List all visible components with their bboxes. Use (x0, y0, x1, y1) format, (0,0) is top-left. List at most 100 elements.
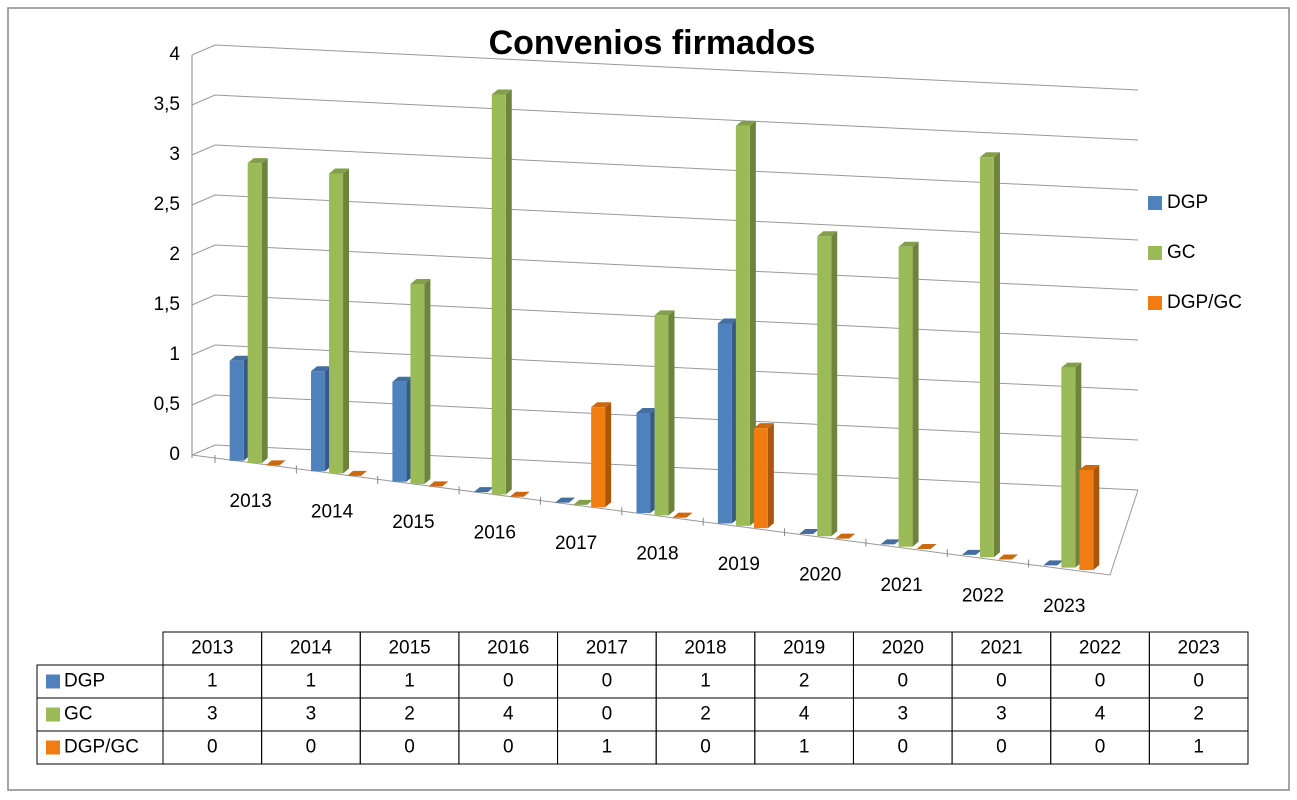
bar (636, 408, 657, 514)
x-tick-label: 2020 (799, 564, 841, 585)
y-tick-label: 0,5 (154, 394, 180, 415)
bar (979, 152, 1000, 558)
bar-face (247, 158, 268, 164)
bar-face (1079, 464, 1100, 470)
bar-face (573, 499, 594, 505)
table-value: 0 (1095, 737, 1106, 758)
table-value: 0 (1095, 671, 1106, 692)
legend-swatch (1148, 196, 1162, 210)
legend-label: DGP (1167, 192, 1208, 213)
bar-face (1043, 560, 1064, 566)
table-value: 1 (700, 671, 711, 692)
bar (916, 544, 937, 550)
table-value: 3 (996, 704, 1007, 725)
grid-line (191, 44, 1139, 91)
table-row-label: DGP (64, 671, 105, 692)
bar-face (410, 279, 431, 285)
bar-face (835, 533, 856, 539)
y-tick-label: 2 (169, 244, 180, 265)
bar-face (799, 528, 820, 534)
legend-label: GC (1167, 242, 1196, 263)
bar-face (428, 481, 449, 487)
bar (247, 158, 268, 464)
bar-face (329, 173, 344, 474)
table-value: 0 (503, 671, 514, 692)
table-value: 2 (799, 671, 810, 692)
bar-face (672, 512, 693, 518)
bar-face (912, 241, 919, 547)
bar-face (753, 428, 768, 529)
table-value: 4 (799, 704, 810, 725)
table-value: 1 (207, 671, 218, 692)
bar-face (605, 402, 612, 508)
bar-face (347, 470, 368, 476)
x-tick-label: 2015 (392, 512, 434, 533)
bar (329, 168, 350, 474)
table-row-label: DGP/GC (64, 737, 139, 758)
bar-face (261, 158, 268, 464)
bar-face (505, 89, 512, 495)
table-value: 0 (503, 737, 514, 758)
table-value: 2 (1193, 704, 1204, 725)
bar (1061, 362, 1082, 568)
table-value: 0 (207, 737, 218, 758)
bar-face (591, 402, 612, 408)
bar-face (491, 94, 506, 495)
bar (591, 402, 612, 508)
bar (997, 554, 1018, 560)
table-value: 0 (996, 671, 1007, 692)
bar-face (329, 168, 350, 174)
bar (392, 376, 413, 482)
chart-title: Convenios firmados (489, 24, 816, 62)
floor-edge (191, 454, 1139, 576)
table-value: 1 (602, 737, 613, 758)
bar-face (491, 89, 512, 95)
table-header: 2018 (684, 638, 726, 659)
bar-face (410, 284, 425, 485)
table-value: 1 (1193, 737, 1204, 758)
bar (1079, 464, 1100, 570)
bar (311, 366, 332, 472)
table-cell (1148, 730, 1249, 765)
y-tick-label: 3 (169, 144, 180, 165)
bar-face (898, 246, 913, 547)
x-tick-label: 2017 (555, 533, 597, 554)
bar-face (668, 310, 675, 516)
bar (717, 318, 738, 524)
bar-face (1093, 464, 1100, 570)
bar-face (247, 163, 262, 464)
grid-line (191, 144, 1139, 191)
bar-face (993, 152, 1000, 558)
bar-face (717, 318, 738, 324)
x-tick-label: 2023 (1043, 596, 1085, 617)
bar-face (735, 120, 756, 126)
bar-face (636, 413, 651, 514)
table-value: 0 (996, 737, 1007, 758)
bar-face (831, 231, 838, 537)
table-header: 2014 (290, 638, 333, 659)
bar (753, 423, 774, 529)
table-header: 2022 (1079, 638, 1121, 659)
x-tick-label: 2019 (718, 554, 760, 575)
table-header: 2015 (388, 638, 430, 659)
bar-face (392, 376, 413, 382)
table-value: 4 (503, 704, 514, 725)
table-swatch (46, 674, 60, 689)
table-value: 0 (700, 737, 711, 758)
bar (898, 241, 919, 547)
y-tick-label: 3,5 (154, 94, 180, 115)
table-value: 4 (1095, 704, 1106, 725)
bar-face (509, 491, 530, 497)
table-header: 2019 (783, 638, 825, 659)
x-tick-label: 2018 (636, 544, 678, 565)
table-header: 2016 (487, 638, 529, 659)
bar (1043, 560, 1064, 566)
bar-face (392, 381, 407, 482)
table-value: 3 (207, 704, 218, 725)
bar (799, 528, 820, 534)
table-swatch (46, 707, 60, 722)
bar-face (654, 315, 669, 516)
x-tick-label: 2016 (474, 523, 516, 544)
y-tick-label: 1,5 (154, 294, 180, 315)
table-header: 2021 (980, 638, 1022, 659)
